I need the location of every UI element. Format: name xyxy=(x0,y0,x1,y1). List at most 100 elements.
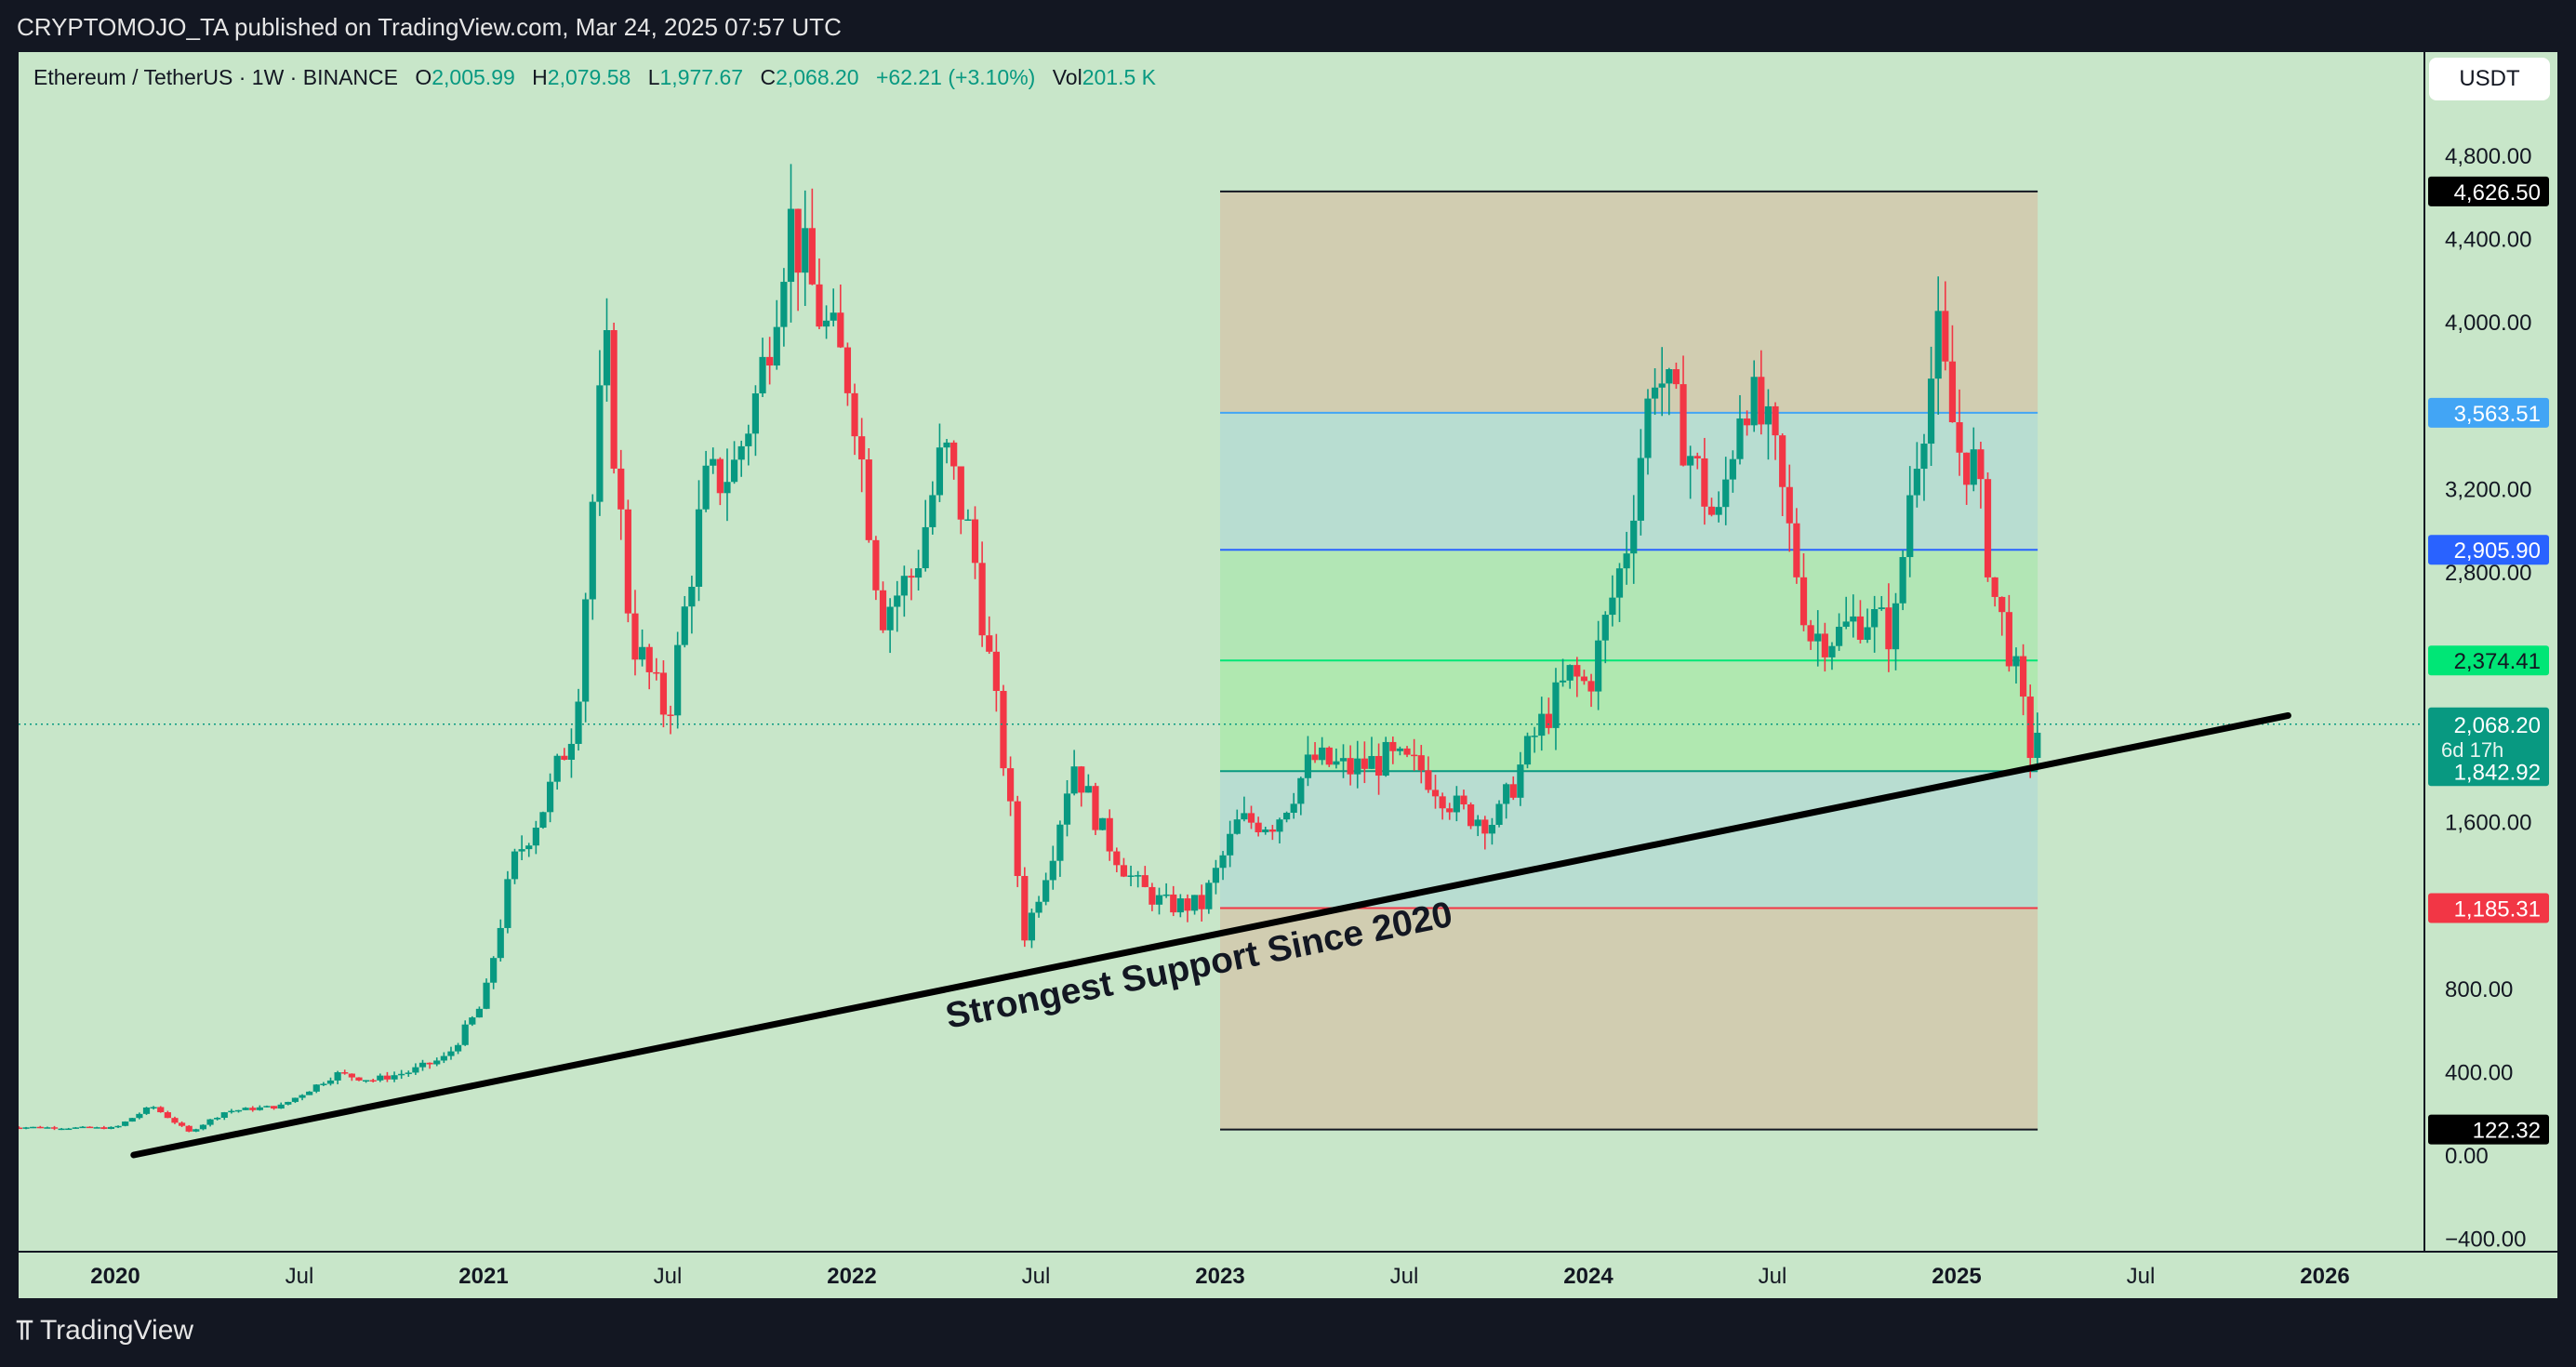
candle-body xyxy=(645,646,653,672)
candle-body xyxy=(1666,369,1673,384)
candle-body xyxy=(1106,817,1113,852)
fib-price-label: 122.32 xyxy=(2473,1119,2541,1144)
candle-body xyxy=(1227,833,1234,856)
candle-body xyxy=(1942,311,1949,362)
candle-body xyxy=(865,459,872,540)
volume-label: Vol xyxy=(1052,65,1082,89)
candle-body xyxy=(461,1024,469,1045)
low-value: 1,977.67 xyxy=(659,65,744,89)
candle-body xyxy=(270,1106,278,1109)
candle-body xyxy=(1078,766,1085,793)
low-label: L xyxy=(647,65,660,89)
x-tick-label: 2020 xyxy=(90,1264,139,1289)
candle-body xyxy=(348,1073,355,1078)
candle-body xyxy=(1651,387,1659,399)
candle-body xyxy=(285,1101,292,1105)
candle-body xyxy=(128,1118,136,1122)
candle-body xyxy=(1595,640,1602,692)
fib-price-label: 1,185.31 xyxy=(2454,897,2541,922)
candle-body xyxy=(334,1072,341,1081)
candle-body xyxy=(2005,612,2012,667)
candle-body xyxy=(745,433,752,446)
candle-body xyxy=(681,606,688,645)
candle-body xyxy=(1934,311,1942,379)
trendline xyxy=(130,711,2291,1159)
candle-body xyxy=(766,356,774,366)
candle-body xyxy=(1764,405,1773,425)
candle-body xyxy=(1977,449,1985,480)
high-label: H xyxy=(532,65,548,89)
candle-body xyxy=(164,1112,171,1119)
candle-body xyxy=(122,1121,129,1126)
price-chart[interactable]: Strongest Support Since 20204,800.004,40… xyxy=(19,52,2557,1298)
candle-body xyxy=(1799,577,1808,626)
candle-body xyxy=(1233,819,1241,834)
candle-body xyxy=(950,442,958,467)
time-axis xyxy=(19,1252,2557,1298)
candle-body xyxy=(150,1107,157,1108)
candle-body xyxy=(1084,786,1092,793)
candle-body xyxy=(617,468,625,510)
candle-body xyxy=(978,563,986,636)
candle-body xyxy=(44,1127,51,1129)
candle-body xyxy=(1311,754,1319,761)
candle-body xyxy=(1170,894,1177,913)
candle-body xyxy=(1339,758,1348,762)
candle-body xyxy=(1828,645,1836,657)
candle-body xyxy=(1042,880,1050,902)
y-tick-label: 0.00 xyxy=(2445,1144,2489,1169)
candle-body xyxy=(1630,520,1638,554)
candle-body xyxy=(100,1127,108,1129)
candle-body xyxy=(1374,755,1383,776)
candle-body xyxy=(1793,523,1800,577)
candle-body xyxy=(957,466,964,520)
candle-body xyxy=(808,228,816,285)
fib-price-tag xyxy=(2428,1114,2549,1145)
candle-body xyxy=(391,1075,398,1080)
candle-body xyxy=(532,828,539,846)
candle-body xyxy=(299,1095,306,1098)
candle-body xyxy=(93,1127,100,1129)
candle-body xyxy=(1701,458,1708,507)
candle-body xyxy=(220,1112,228,1118)
candle-body xyxy=(1006,768,1015,802)
candle-body xyxy=(964,519,972,522)
candle-body xyxy=(1580,676,1588,682)
candle-body xyxy=(306,1091,313,1095)
candle-body xyxy=(561,755,568,760)
candle-body xyxy=(1000,690,1007,769)
y-tick-label: −400.00 xyxy=(2445,1228,2526,1253)
candle-body xyxy=(914,568,923,578)
fib-price-tag xyxy=(2428,397,2549,428)
candle-body xyxy=(1566,665,1573,681)
candle-body xyxy=(1850,616,1857,622)
candle-body xyxy=(1162,894,1170,896)
candle-body xyxy=(787,208,795,283)
candle-body xyxy=(858,436,866,460)
candle-body xyxy=(702,465,710,510)
candle-body xyxy=(1403,748,1411,755)
candle-body xyxy=(802,228,809,273)
candle-body xyxy=(426,1062,433,1065)
currency-selector[interactable]: USDT xyxy=(2429,58,2550,100)
candle-body xyxy=(1927,378,1935,445)
candle-body xyxy=(79,1126,86,1129)
candle-body xyxy=(653,671,660,674)
chart-area[interactable]: Strongest Support Since 2020 4,800.00 4,40… xyxy=(19,52,2557,1298)
x-tick-label: Jul xyxy=(1759,1264,1787,1289)
candle-body xyxy=(1268,829,1276,832)
current-price-tag xyxy=(2428,707,2549,762)
candle-body xyxy=(1446,808,1454,813)
candle-body xyxy=(1297,777,1305,804)
change-value: +62.21 (+3.10%) xyxy=(875,65,1036,89)
candle-body xyxy=(383,1075,392,1080)
tradingview-logo[interactable]: ⫪ TradingView xyxy=(17,1315,193,1347)
x-tick-label: Jul xyxy=(1390,1264,1419,1289)
fib-price-tag xyxy=(2428,535,2549,565)
candle-body xyxy=(1623,553,1630,569)
candle-body xyxy=(1155,895,1163,905)
y-tick-label: 400.00 xyxy=(2445,1060,2513,1085)
y-tick-label: 4,000.00 xyxy=(2445,311,2531,336)
candle-body xyxy=(206,1119,214,1125)
candle-body xyxy=(1361,758,1368,769)
